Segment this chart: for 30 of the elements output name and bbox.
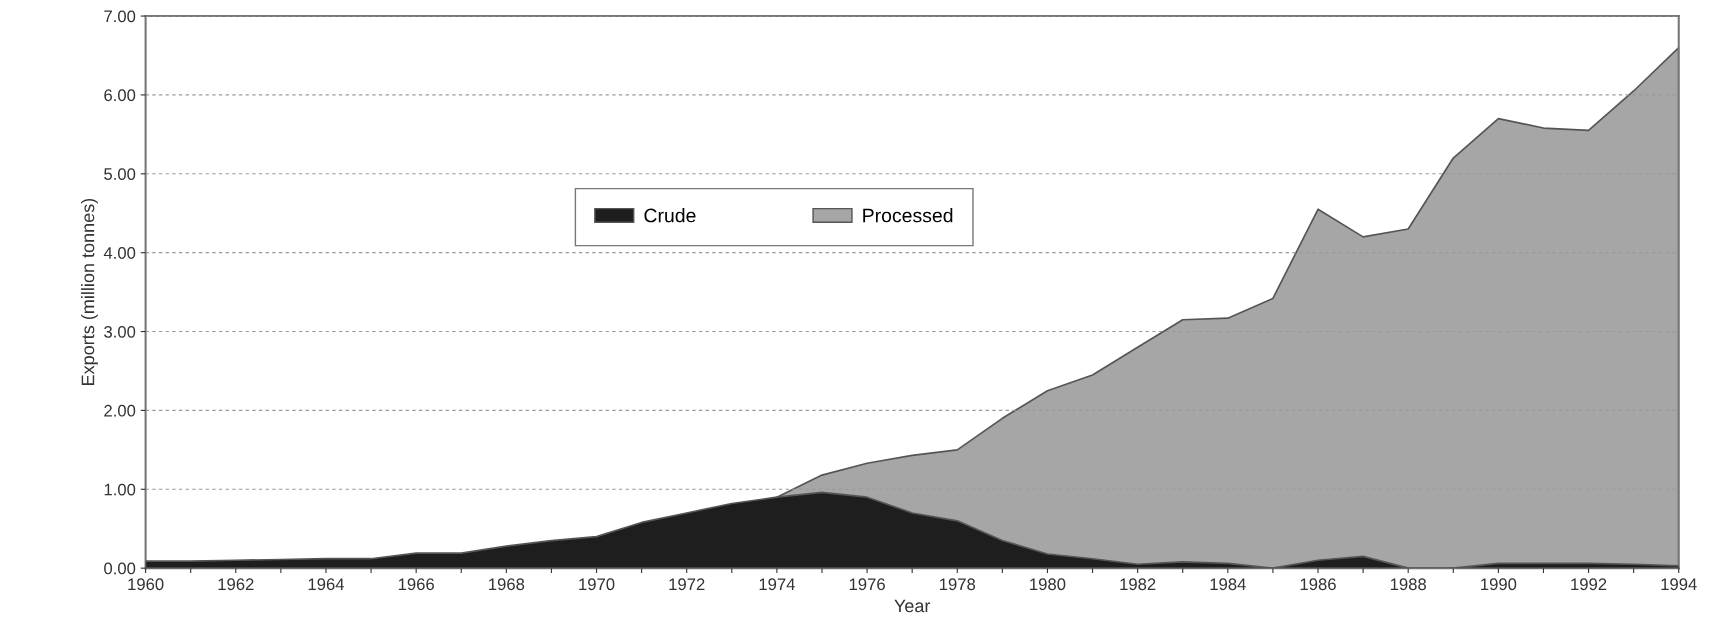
y-tick-label: 2.00 (104, 404, 136, 417)
x-tick-label: 1974 (759, 578, 795, 591)
x-tick-label: 1966 (398, 578, 434, 591)
x-tick-label: 1962 (218, 578, 254, 591)
x-tick-label: 1968 (489, 578, 525, 591)
y-axis-title: Exports (million tonnes) (81, 198, 98, 385)
legend-label: Processed (863, 208, 953, 223)
x-tick-label: 1982 (1120, 578, 1156, 591)
x-tick-label: 1960 (128, 578, 164, 591)
x-tick-label: 1978 (940, 578, 976, 591)
y-tick-label: 1.00 (104, 483, 136, 496)
x-tick-label: 1990 (1481, 578, 1517, 591)
x-tick-label: 1980 (1030, 578, 1066, 591)
y-tick-label: 5.00 (104, 168, 136, 180)
x-tick-label: 1972 (669, 578, 705, 591)
x-tick-label: 1970 (579, 578, 615, 591)
legend-label: Crude (644, 208, 696, 223)
x-tick-label: 1988 (1390, 578, 1426, 591)
x-tick-label: 1984 (1210, 578, 1246, 591)
y-tick-label: 7.00 (104, 10, 136, 23)
x-tick-label: 1964 (308, 578, 345, 591)
x-axis-title: Year (894, 599, 931, 613)
x-tick-label: 1994 (1661, 578, 1697, 591)
y-tick-label: 3.00 (104, 325, 136, 338)
y-tick-label: 0.00 (104, 562, 136, 575)
y-tick-label: 6.00 (104, 89, 136, 102)
x-tick-label: 1986 (1300, 578, 1336, 591)
y-tick-label: 4.00 (103, 247, 136, 259)
x-tick-label: 1976 (849, 578, 885, 591)
x-tick-label: 1992 (1571, 578, 1607, 591)
